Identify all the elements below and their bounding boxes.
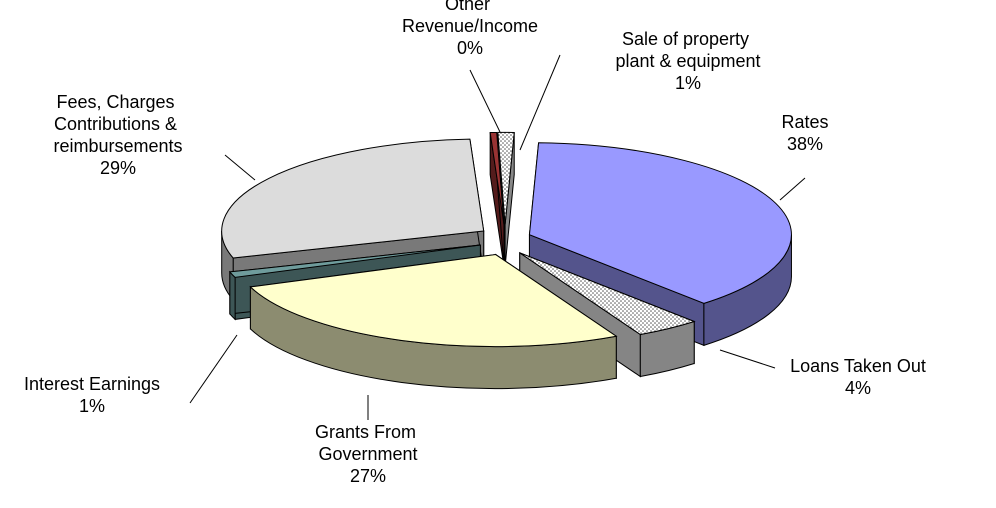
slice-value-label: 27% — [350, 466, 386, 486]
slice — [489, 131, 505, 267]
slice-top — [489, 131, 505, 225]
slice-label: Other Revenue/Income — [402, 0, 538, 36]
slice-value-label: 1% — [675, 73, 701, 93]
leader-line — [519, 54, 561, 151]
slice-top — [528, 142, 792, 304]
slice-top — [228, 244, 481, 278]
slice — [249, 253, 618, 390]
slice-label: Rates — [781, 112, 828, 132]
leader-line — [469, 69, 501, 133]
slice-outer-wall — [229, 270, 236, 321]
slice-label: Loans Taken Out — [790, 356, 926, 376]
slice-top — [497, 131, 515, 225]
leader-line — [779, 177, 806, 201]
slice-top — [221, 138, 485, 259]
slice-top — [249, 254, 618, 348]
slice-value-label: 29% — [100, 158, 136, 178]
leader-line — [719, 349, 776, 369]
slice-label: Fees, Charges Contributions & reimbursem… — [53, 92, 182, 156]
slice-top — [519, 252, 696, 336]
slice-label: Sale of property plant & equipment — [615, 29, 760, 71]
leader-line — [224, 154, 256, 181]
slice-value-label: 4% — [845, 378, 871, 398]
leader-line — [189, 334, 238, 404]
slice-value-label: 0% — [457, 38, 483, 58]
slice-label: Interest Earnings — [24, 374, 160, 394]
slice-label: Grants From Government — [315, 422, 421, 464]
slice-value-label: 38% — [787, 134, 823, 154]
slice-value-label: 1% — [79, 396, 105, 416]
